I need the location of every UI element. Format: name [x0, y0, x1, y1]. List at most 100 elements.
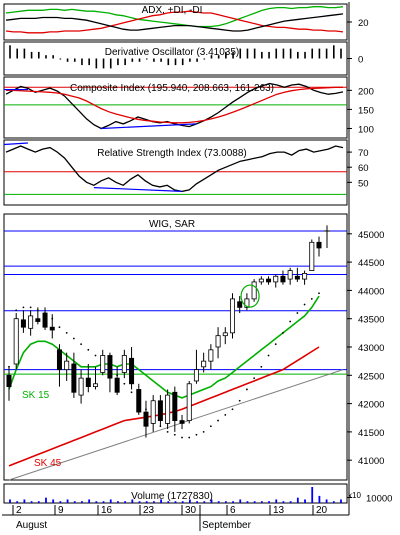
dosc-bar: [167, 58, 170, 66]
y-tick-label-price-3: 42500: [358, 371, 384, 382]
candle-body: [179, 420, 185, 424]
volume-bar: [332, 501, 335, 503]
volume-bar: [30, 501, 33, 503]
candle-body: [229, 298, 235, 334]
dosc-bar: [297, 51, 299, 59]
dosc-bar: [109, 58, 112, 69]
volume-bar: [73, 501, 76, 503]
candle-body: [258, 278, 264, 283]
sar-dot: [65, 331, 68, 334]
volume-bar: [59, 501, 62, 503]
volume-bar: [16, 501, 19, 503]
y-tick-label-dosc-0: 0: [358, 55, 363, 66]
sar-dot: [267, 354, 270, 357]
trendline-rsi-top: [3, 142, 29, 146]
volume-bar: [102, 501, 105, 503]
y-tick-label-volume-0: 10000: [366, 494, 392, 505]
dosc-bar: [23, 48, 26, 59]
dosc-bar: [210, 55, 213, 59]
sar-dot: [166, 430, 169, 433]
candle-body: [35, 318, 41, 322]
candle-body: [244, 298, 250, 308]
y-tick-label-rsi-2: 70: [358, 148, 369, 159]
dosc-bar: [52, 55, 54, 59]
candle-body: [201, 360, 207, 368]
volume-bar: [181, 501, 184, 503]
dosc-bar: [217, 55, 220, 59]
volume-bar: [88, 499, 91, 503]
dosc-bar: [282, 48, 285, 59]
volume-bar: [239, 499, 242, 503]
candle-body: [85, 377, 91, 388]
sar-dot: [195, 433, 198, 436]
series-rsi-0: [5, 145, 344, 193]
highlight-circle: [240, 284, 260, 308]
dosc-bar: [66, 58, 69, 62]
volume-bar: [275, 499, 278, 503]
dosc-bar: [160, 58, 162, 62]
sar-dot: [303, 303, 306, 306]
volume-bar: [232, 501, 234, 503]
x-tick-label-1: 9: [58, 505, 64, 516]
candle-body: [20, 319, 26, 328]
dosc-bar: [88, 58, 90, 66]
y-tick-label-price-6: 44000: [358, 286, 384, 297]
volume-bar: [304, 499, 306, 503]
candle-body: [273, 275, 279, 283]
volume-bar: [311, 487, 314, 503]
dosc-bar: [261, 51, 263, 59]
sar-dot: [72, 337, 75, 340]
volume-bar: [109, 499, 112, 503]
dosc-bar: [124, 58, 126, 66]
volume-bar: [282, 501, 285, 503]
dosc-bar: [268, 51, 270, 59]
trendline-ci-bottom: [101, 123, 197, 130]
series-adx-2: [5, 13, 344, 32]
sar-dot: [224, 414, 227, 416]
y-tick-label-rsi-1: 60: [358, 163, 369, 174]
candle-body: [316, 241, 322, 249]
dosc-bar: [174, 58, 177, 66]
candle-body: [49, 326, 55, 331]
volume-bar: [174, 501, 177, 503]
sar-dot: [318, 292, 320, 295]
y-tick-label-ci-1: 150: [358, 105, 374, 116]
sar-dot: [289, 320, 292, 323]
candle-body: [280, 275, 286, 283]
y-tick-label-rsi-0: 50: [358, 178, 369, 189]
volume-bar: [246, 501, 249, 503]
dosc-bar: [59, 58, 62, 60]
y-tick-label-price-1: 41500: [358, 428, 384, 439]
panel-title-adx: ADX, +DI, -DI: [142, 5, 203, 16]
panel-frame-rsi: [3, 139, 348, 206]
dosc-bar: [275, 48, 278, 59]
dosc-bar: [131, 58, 134, 62]
dosc-bar: [189, 58, 191, 62]
dosc-bar: [73, 58, 76, 62]
candle-body: [172, 391, 178, 421]
candle-body: [186, 383, 192, 421]
candle-body: [165, 394, 171, 424]
volume-bar: [217, 501, 220, 503]
sar-dot: [87, 348, 90, 351]
dosc-bar: [318, 48, 321, 59]
y-tick-label-price-4: 43000: [358, 343, 384, 354]
volume-bar: [37, 501, 40, 503]
x-tick-label-6: 13: [273, 505, 285, 516]
sar-dot: [188, 436, 191, 439]
grid-and-frames: [2, 2, 352, 531]
dosc-bar: [153, 58, 155, 62]
dosc-bar: [81, 58, 83, 66]
candle-body: [121, 355, 127, 373]
y-tick-label-adx-0: 20: [358, 18, 369, 29]
support-line: [8, 369, 344, 481]
volume-bar: [160, 499, 163, 503]
sar-dot: [29, 306, 32, 309]
dosc-bar: [311, 48, 314, 59]
dosc-bar: [325, 48, 328, 59]
panel-title-price: WIG, SAR: [149, 219, 195, 230]
sar-dot: [58, 326, 61, 329]
dosc-bar: [232, 51, 234, 59]
candle-body: [157, 400, 163, 421]
